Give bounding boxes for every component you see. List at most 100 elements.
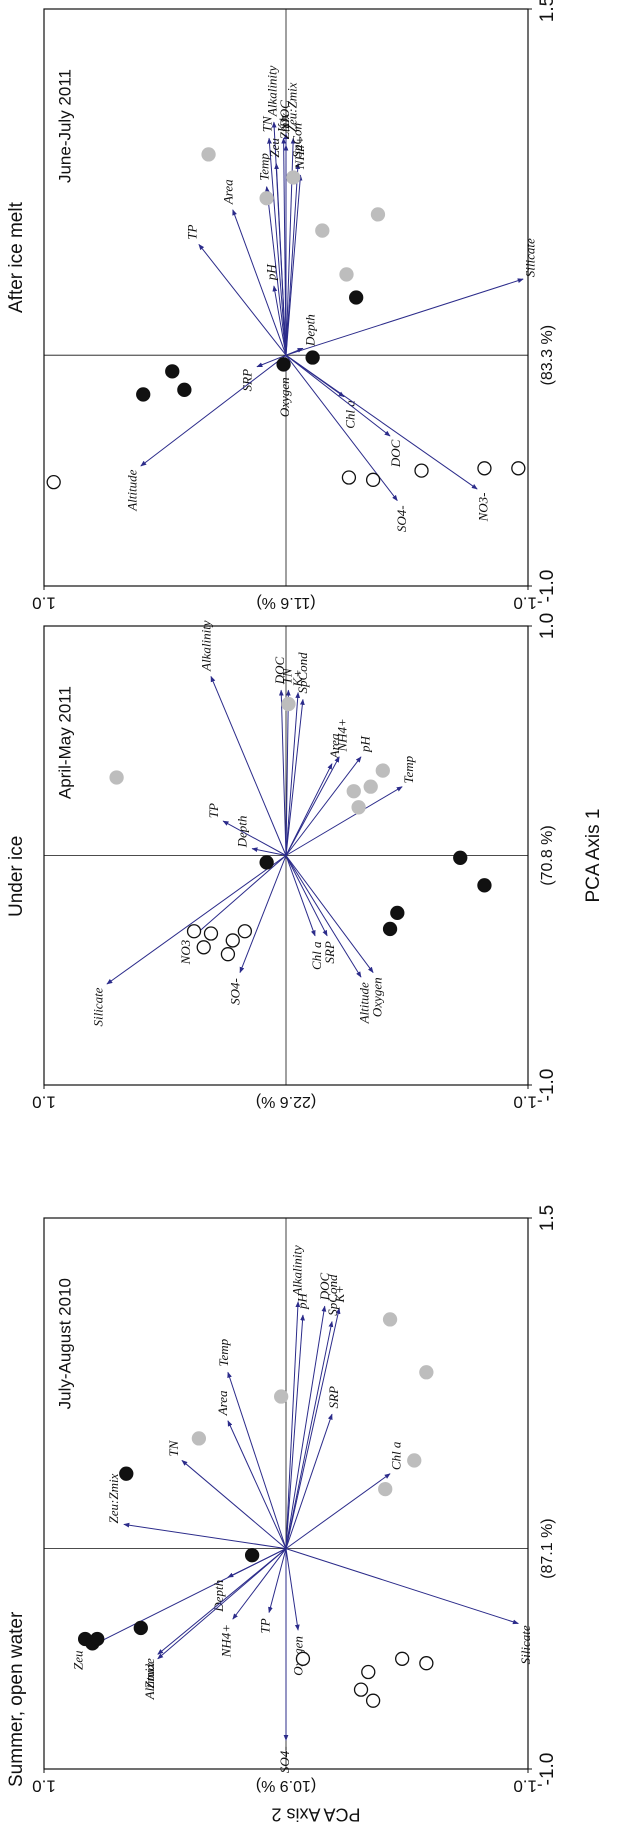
panel-subtitle: April-May 2011 bbox=[55, 686, 74, 799]
sample-point bbox=[349, 290, 364, 305]
vector-label: SRP bbox=[240, 369, 255, 391]
vector-label: SpCond bbox=[295, 652, 310, 694]
vector-label: TP bbox=[184, 224, 199, 239]
x-tick-label: -1.0 bbox=[537, 1069, 558, 1102]
vector-label: DOC bbox=[317, 1272, 332, 1301]
loading-vector bbox=[157, 1548, 287, 1660]
x-tick-label: -1.0 bbox=[537, 1753, 558, 1786]
loading-vector bbox=[123, 1522, 287, 1550]
sample-point bbox=[119, 1466, 134, 1481]
sample-point bbox=[390, 905, 405, 921]
loading-vector bbox=[227, 1371, 287, 1549]
sample-point bbox=[136, 387, 151, 402]
vector-label: pH bbox=[263, 264, 278, 282]
loading-vector bbox=[285, 1305, 327, 1549]
vector-label: Depth bbox=[234, 816, 249, 849]
loading-vector bbox=[285, 691, 301, 856]
vector-label: Area bbox=[327, 733, 342, 759]
sample-point bbox=[286, 170, 301, 185]
x-axis-label: (87.1 %) bbox=[539, 1518, 556, 1578]
loading-vector bbox=[285, 756, 340, 856]
panel-title: Under ice bbox=[6, 836, 27, 917]
loading-vector bbox=[278, 689, 287, 856]
sample-point bbox=[477, 878, 492, 893]
loading-vector bbox=[285, 163, 301, 356]
sample-point bbox=[244, 1548, 260, 1563]
vector-label: DOC bbox=[277, 100, 292, 129]
loading-vector bbox=[272, 285, 287, 356]
panel-title: After ice melt bbox=[6, 201, 27, 313]
y-tick-label: -1.0 bbox=[513, 1093, 542, 1112]
loading-vector bbox=[239, 855, 287, 974]
sample-point bbox=[109, 770, 124, 785]
sample-point bbox=[259, 855, 274, 870]
loading-vector bbox=[268, 1548, 287, 1614]
x-tick-label: 1.5 bbox=[537, 1205, 558, 1231]
loading-vector bbox=[198, 243, 287, 356]
x-tick-label: 1.0 bbox=[537, 613, 558, 639]
sample-point bbox=[295, 1651, 311, 1666]
vector-label: Depth bbox=[302, 314, 317, 347]
loading-vector bbox=[210, 675, 287, 856]
loading-vector bbox=[232, 209, 287, 356]
sample-point bbox=[365, 472, 381, 487]
loading-vector bbox=[256, 354, 287, 368]
sample-point bbox=[259, 191, 274, 206]
y-tick-label: -1.0 bbox=[513, 594, 542, 613]
loading-vector bbox=[285, 855, 374, 974]
sample-point bbox=[90, 1631, 105, 1647]
sample-point bbox=[395, 1651, 410, 1666]
y-tick-label: 1.0 bbox=[32, 1093, 56, 1112]
sample-point bbox=[305, 350, 320, 365]
sample-point bbox=[225, 933, 240, 948]
vector-label: Oxygen bbox=[277, 377, 292, 417]
vector-label: DOC bbox=[388, 439, 403, 468]
vector-label: Alkalinity bbox=[198, 620, 213, 672]
vector-label: Zmix bbox=[277, 113, 292, 139]
vector-label: Chl a bbox=[388, 1441, 403, 1470]
vector-label: NO3 bbox=[178, 939, 193, 965]
loading-vector bbox=[285, 1320, 334, 1549]
loading-vector bbox=[285, 1307, 341, 1549]
loading-vector bbox=[285, 756, 362, 856]
vector-label: Zeu:Zmix bbox=[285, 82, 300, 132]
sample-point bbox=[165, 364, 180, 379]
loading-vector bbox=[285, 354, 398, 502]
vector-label: Zmix bbox=[142, 1662, 157, 1688]
sample-point bbox=[351, 800, 366, 815]
sample-point bbox=[196, 940, 211, 955]
vector-label: SRP bbox=[326, 1386, 341, 1408]
sample-point bbox=[477, 461, 492, 476]
vector-label: SO4- bbox=[228, 978, 243, 1005]
sample-point bbox=[511, 461, 526, 476]
vector-label: Silicate bbox=[91, 987, 106, 1026]
sample-point bbox=[407, 1453, 422, 1468]
loading-vector bbox=[157, 1548, 287, 1655]
loading-vector bbox=[285, 174, 303, 356]
sample-point bbox=[281, 696, 296, 712]
vector-label: Alkalinity bbox=[290, 1245, 305, 1297]
sample-point bbox=[276, 357, 291, 372]
vector-label: SO4- bbox=[394, 505, 409, 532]
vector-label: SRP bbox=[322, 941, 337, 963]
vector-label: TP bbox=[258, 1618, 273, 1633]
vector-label: SpCond bbox=[325, 1274, 340, 1316]
vector-label: Temp bbox=[257, 153, 272, 181]
sample-point bbox=[186, 924, 202, 939]
loading-vector bbox=[274, 163, 287, 356]
y-axis-label: (11.6 %) bbox=[256, 594, 315, 611]
vector-label: TN bbox=[259, 115, 274, 132]
y-tick-label: -1.0 bbox=[513, 1777, 542, 1796]
vector-label: K+ bbox=[332, 1285, 347, 1303]
loading-vector bbox=[227, 1420, 287, 1549]
loading-vector bbox=[285, 855, 328, 937]
y-axis-title: PCA Axis 2 bbox=[271, 1804, 360, 1824]
vector-label: Zeu bbox=[70, 1650, 85, 1670]
sample-point bbox=[419, 1656, 434, 1671]
sample-point bbox=[203, 926, 219, 941]
x-axis-title: PCA Axis 1 bbox=[583, 809, 604, 903]
sample-point bbox=[370, 207, 386, 222]
vector-label: Silicate bbox=[523, 238, 538, 277]
vector-label: SO4- bbox=[277, 1746, 292, 1773]
